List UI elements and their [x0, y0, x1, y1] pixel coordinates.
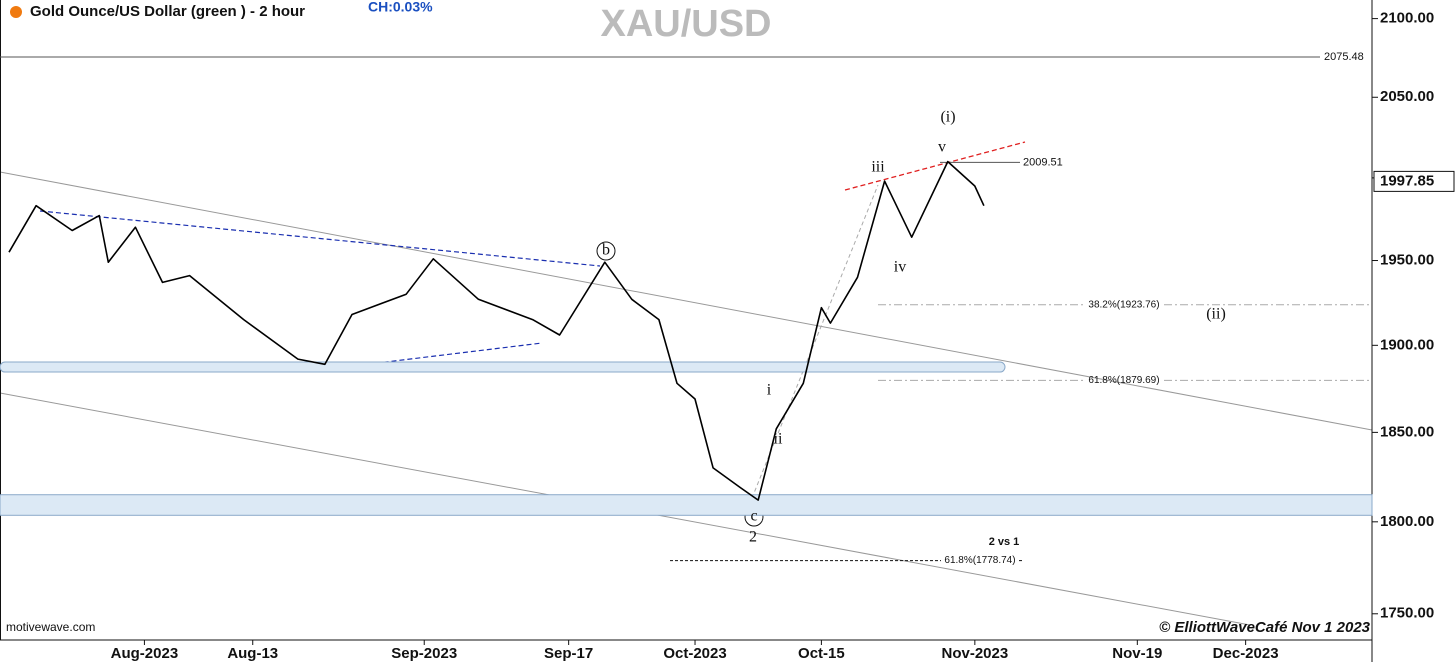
credit: © ElliottWaveCafé Nov 1 2023 — [1159, 619, 1371, 636]
wave-label: iv — [894, 259, 906, 276]
level-label: 61.8%(1778.74) — [944, 555, 1015, 566]
x-tick-label: Nov-2023 — [941, 645, 1008, 662]
y-tick-label: 1800.00 — [1380, 513, 1434, 530]
instrument: Gold Ounce/US Dollar (green ) - 2 hour — [30, 3, 305, 20]
wave-label: c — [750, 508, 757, 525]
y-tick-label: 1850.00 — [1380, 423, 1434, 440]
x-tick-label: Nov-19 — [1112, 645, 1162, 662]
wave-label: b — [602, 242, 610, 259]
x-tick-label: Sep-17 — [544, 645, 593, 662]
trendline — [751, 184, 879, 499]
wave-label: ii — [774, 431, 783, 448]
price-line — [8, 160, 985, 501]
trendline — [39, 210, 601, 267]
price-tag-label: 1997.85 — [1380, 172, 1434, 189]
x-tick-label: Oct-2023 — [663, 645, 726, 662]
wave-label: (i) — [940, 109, 955, 126]
level-label: 61.8%(1879.69) — [1088, 375, 1159, 386]
wave-label: (ii) — [1206, 306, 1226, 323]
trendline — [844, 141, 1026, 191]
level-label: 2009.51 — [1023, 156, 1063, 168]
source: motivewave.com — [6, 620, 95, 634]
x-tick-label: Oct-15 — [798, 645, 845, 662]
x-tick-label: Aug-13 — [227, 645, 278, 662]
x-tick-label: Aug-2023 — [111, 645, 179, 662]
y-tick-label: 1950.00 — [1380, 251, 1434, 268]
wave-circle — [596, 241, 616, 261]
change: CH:0.03% — [368, 0, 433, 15]
zone — [0, 494, 1373, 516]
chart-title: XAU/USD — [600, 3, 771, 45]
level-label: 2075.48 — [1324, 51, 1364, 63]
wave-label: i — [767, 382, 772, 399]
trendline — [319, 342, 543, 371]
y-tick-label: 2100.00 — [1380, 10, 1434, 27]
level-label: 38.2%(1923.76) — [1088, 299, 1159, 310]
y-tick-label: 1750.00 — [1380, 605, 1434, 622]
x-tick-label: Sep-2023 — [391, 645, 457, 662]
y-tick-label: 2050.00 — [1380, 88, 1434, 105]
wave-label: iii — [871, 159, 885, 176]
wave-label: 2 vs 1 — [989, 536, 1020, 548]
trendline — [0, 171, 1373, 431]
legend-dot — [10, 6, 22, 18]
zone — [0, 361, 1006, 373]
wave-label: v — [938, 139, 946, 156]
y-tick-label: 1900.00 — [1380, 336, 1434, 353]
price-tag — [1373, 170, 1455, 192]
wave-label: 2 — [749, 529, 757, 546]
x-tick-label: Dec-2023 — [1213, 645, 1279, 662]
